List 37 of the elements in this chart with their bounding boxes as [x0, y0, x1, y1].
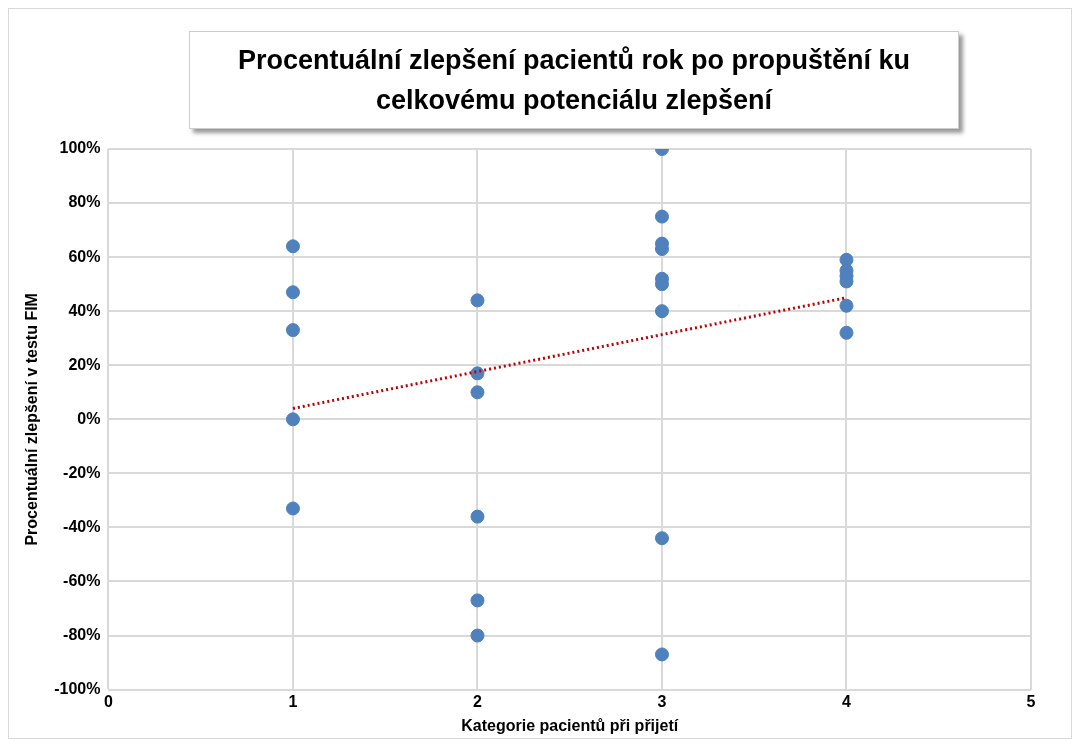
- y-tick-label: -80%: [63, 625, 101, 643]
- point: [839, 325, 854, 340]
- y-tick-label: -40%: [63, 517, 101, 535]
- y-tick-label: 20%: [68, 355, 101, 373]
- x-tick-label: 5: [1026, 692, 1036, 710]
- point: [654, 647, 669, 662]
- x-tick-label: 1: [288, 692, 298, 710]
- y-axis-title: Procentuální zlepšení v testu FIM: [23, 293, 41, 546]
- y-tick-label: 0%: [77, 409, 101, 427]
- y-tick-label: 60%: [68, 247, 101, 265]
- x-tick-label: 2: [473, 692, 483, 710]
- point: [470, 293, 485, 308]
- x-tick-label: 0: [104, 692, 113, 710]
- point: [285, 501, 300, 516]
- point: [470, 366, 485, 381]
- point: [470, 628, 485, 643]
- point: [654, 304, 669, 319]
- x-tick-label: 3: [657, 692, 667, 710]
- x-axis-title: Kategorie pacientů při přijetí: [461, 716, 679, 734]
- point: [654, 531, 669, 546]
- point: [839, 298, 854, 313]
- point: [654, 209, 669, 224]
- point: [470, 385, 485, 400]
- y-tick-label: -60%: [63, 571, 101, 589]
- point: [285, 285, 300, 300]
- y-tick-label: 40%: [68, 301, 101, 319]
- y-tick-label: -20%: [63, 463, 101, 481]
- y-tick-label: 80%: [68, 193, 101, 211]
- x-tick-label: 4: [842, 692, 852, 710]
- y-tick-label: -100%: [54, 680, 101, 698]
- y-tick-label: 100%: [59, 139, 101, 157]
- chart-title: Procentuální zlepšení pacientů rok po propuštění ku celkovému potenciálu zlepšení: [189, 31, 959, 129]
- point: [285, 239, 300, 254]
- point: [470, 509, 485, 524]
- point: [285, 323, 300, 338]
- point: [470, 593, 485, 608]
- point: [285, 412, 300, 427]
